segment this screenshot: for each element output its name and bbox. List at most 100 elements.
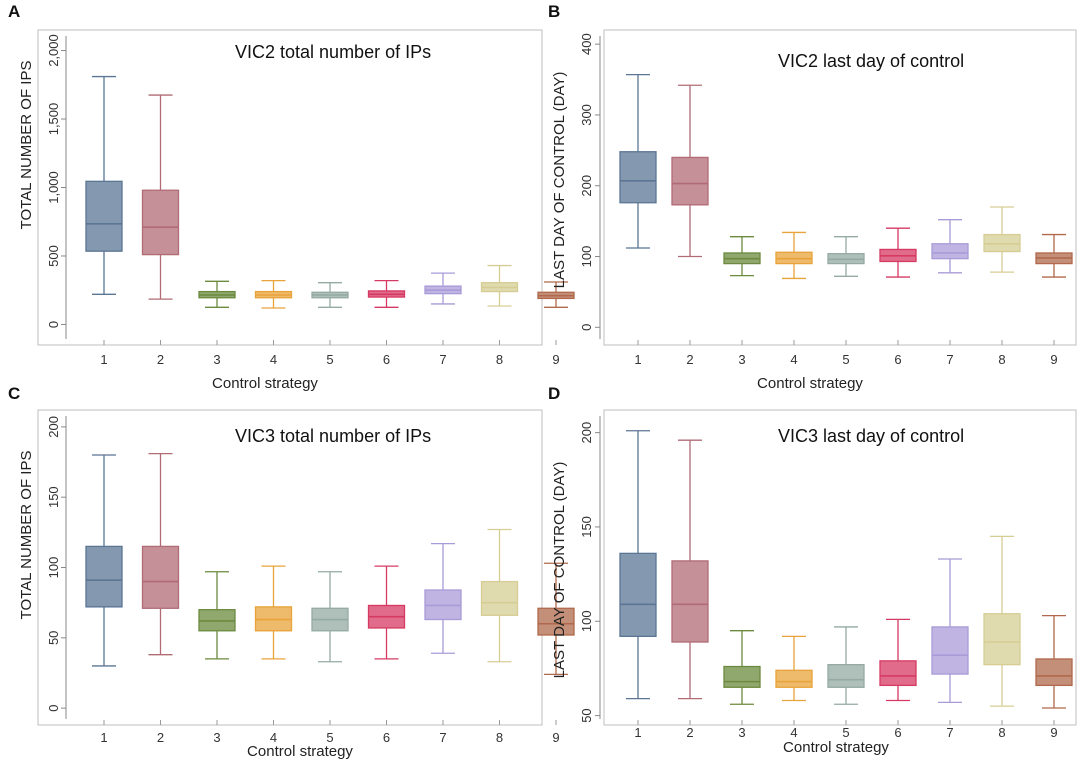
y-tick-label: 200 xyxy=(46,416,61,438)
y-tick-label: 0 xyxy=(46,705,61,712)
iqr-box xyxy=(85,545,123,608)
box-plot xyxy=(198,280,236,308)
box-plot xyxy=(879,227,917,278)
box-series xyxy=(619,430,1073,709)
x-tick-label: 5 xyxy=(842,352,849,367)
x-tick-label: 7 xyxy=(946,352,953,367)
x-tick-label: 6 xyxy=(383,352,390,367)
x-tick-label: 4 xyxy=(270,730,277,745)
iqr-box xyxy=(983,613,1021,666)
box-plot xyxy=(141,452,180,656)
box-plot xyxy=(537,562,575,676)
iqr-box xyxy=(141,189,180,256)
box-plot xyxy=(1035,614,1073,709)
y-axis-title: TOTAL NUMBER OF IPS xyxy=(18,61,35,230)
y-tick-label: 2,000 xyxy=(46,34,61,67)
x-tick-label: 6 xyxy=(894,725,901,740)
x-tick-label: 1 xyxy=(100,352,107,367)
y-tick-label: 100 xyxy=(579,610,594,632)
x-tick-label: 8 xyxy=(998,725,1005,740)
panel-letter: A xyxy=(8,2,20,21)
panel-a: A VIC2 total number of IPs Control strat… xyxy=(8,2,575,392)
iqr-box xyxy=(619,151,657,204)
box-plot xyxy=(671,84,709,258)
y-tick-label: 0 xyxy=(46,321,61,328)
plot-title: VIC2 last day of control xyxy=(778,51,964,71)
x-tick-label: 4 xyxy=(790,725,797,740)
x-tick-label: 5 xyxy=(326,352,333,367)
box-plot xyxy=(311,571,349,663)
panel-letter: C xyxy=(8,384,20,403)
y-tick-label: 1,000 xyxy=(46,171,61,204)
x-axis: 1 2 3 4 5 6 7 8 9 xyxy=(634,720,1058,740)
y-axis-title: LAST DAY OF CONTROL (DAY) xyxy=(551,462,568,679)
panel-letter: D xyxy=(548,384,560,403)
box-plot xyxy=(311,282,349,308)
x-tick-label: 3 xyxy=(213,352,220,367)
box-plot xyxy=(141,94,180,300)
y-tick-label: 400 xyxy=(579,33,594,55)
box-plot xyxy=(827,626,865,705)
y-tick-label: 200 xyxy=(579,175,594,197)
y-axis: 0 500 1,000 1,500 2,000 xyxy=(46,34,67,339)
x-axis-title: Control strategy xyxy=(212,375,318,392)
iqr-box xyxy=(537,607,575,636)
iqr-box xyxy=(775,669,813,688)
x-tick-label: 7 xyxy=(946,725,953,740)
x-axis: 1 2 3 4 5 6 7 8 9 xyxy=(100,720,560,745)
y-tick-label: 200 xyxy=(579,422,594,444)
x-axis: 1 2 3 4 5 6 7 8 9 xyxy=(100,340,560,367)
plot-title: VIC3 total number of IPs xyxy=(235,426,431,446)
x-tick-label: 3 xyxy=(213,730,220,745)
box-series xyxy=(85,452,575,676)
box-plot xyxy=(723,630,761,705)
box-series xyxy=(85,75,575,309)
box-plot xyxy=(254,565,293,660)
box-plot xyxy=(983,535,1021,707)
x-axis-title: Control strategy xyxy=(247,743,353,760)
box-plot xyxy=(424,542,462,654)
box-plot xyxy=(367,279,406,308)
box-plot xyxy=(879,618,917,702)
y-tick-label: 500 xyxy=(46,245,61,267)
box-plot xyxy=(198,571,236,660)
x-tick-label: 1 xyxy=(100,730,107,745)
panel-c: C VIC3 total number of IPs Control strat… xyxy=(8,384,575,760)
box-series xyxy=(619,73,1073,280)
y-axis-title: LAST DAY OF CONTROL (DAY) xyxy=(551,72,568,289)
box-plot xyxy=(827,236,865,277)
y-axis: 50 100 150 200 xyxy=(579,416,601,723)
y-axis: 0 50 100 150 200 xyxy=(46,416,67,719)
box-plot xyxy=(775,635,813,702)
box-plot xyxy=(480,264,519,307)
x-tick-label: 8 xyxy=(496,730,503,745)
x-tick-label: 1 xyxy=(634,725,641,740)
x-tick-label: 8 xyxy=(496,352,503,367)
box-plot xyxy=(931,558,969,704)
y-tick-label: 150 xyxy=(579,516,594,538)
box-plot xyxy=(85,454,123,667)
x-axis: 1 2 3 4 5 6 7 8 9 xyxy=(634,340,1058,367)
iqr-box xyxy=(671,156,709,206)
y-tick-label: 1,500 xyxy=(46,103,61,136)
x-tick-label: 3 xyxy=(738,725,745,740)
y-tick-label: 0 xyxy=(579,324,594,331)
x-axis-title: Control strategy xyxy=(783,739,889,756)
box-plot xyxy=(537,281,575,308)
x-tick-label: 5 xyxy=(326,730,333,745)
panel-b: B VIC2 last day of control Control strat… xyxy=(548,2,1077,392)
x-tick-label: 2 xyxy=(157,352,164,367)
x-axis-title: Control strategy xyxy=(757,375,863,392)
x-tick-label: 9 xyxy=(552,352,559,367)
x-tick-label: 9 xyxy=(1050,352,1057,367)
x-tick-label: 6 xyxy=(383,730,390,745)
y-axis-title: TOTAL NUMBER OF IPS xyxy=(18,451,35,620)
iqr-box xyxy=(141,545,180,609)
iqr-box xyxy=(85,180,123,252)
iqr-box xyxy=(931,626,969,675)
y-tick-label: 50 xyxy=(579,708,594,722)
iqr-box xyxy=(1035,658,1073,687)
plot-title: VIC3 last day of control xyxy=(778,426,964,446)
